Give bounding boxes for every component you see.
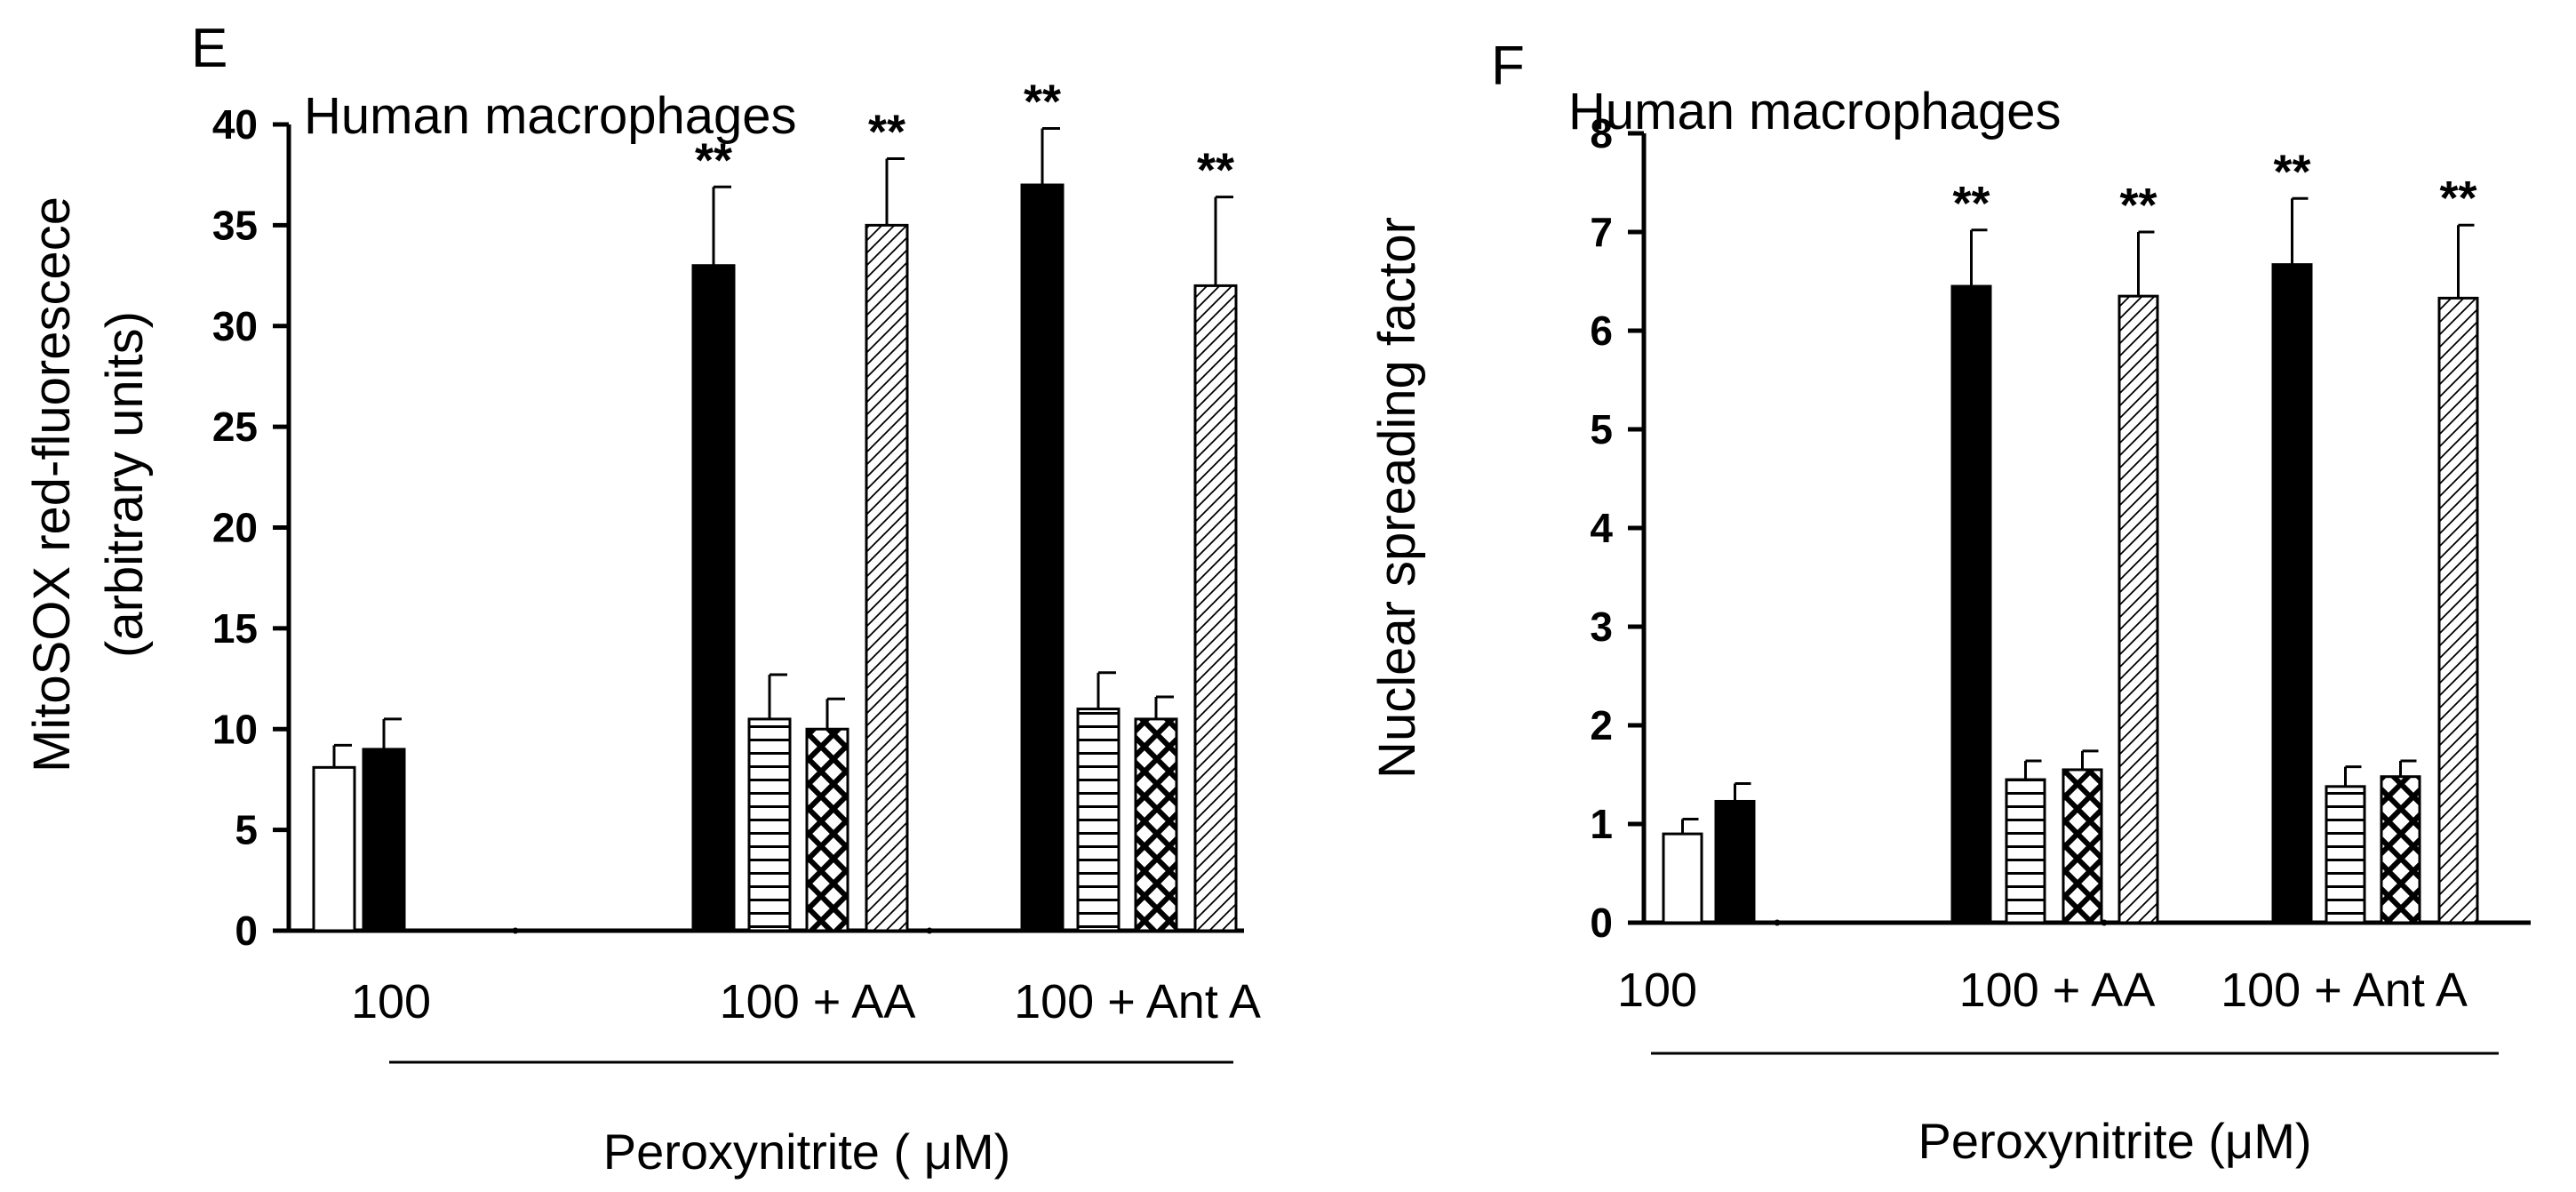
bar-group: ** [2117, 179, 2159, 924]
y-tick-label: 0 [1590, 900, 1613, 946]
chart-title: Human macrophages [304, 87, 797, 145]
x-axis-label: Peroxynitrite ( μM) [603, 1124, 1011, 1180]
significance-label: ** [1952, 177, 1990, 230]
y-tick-label: 10 [212, 706, 258, 752]
y-tick-label: 20 [212, 505, 258, 551]
plot-area: 0 1 2 3 4 5 6 7 8 ** ** ** ** 100 100 + AA 100 + Ant A [1590, 110, 2531, 1055]
y-tick-label: 0 [235, 908, 258, 954]
y-tick-label: 7 [1590, 209, 1613, 255]
bar-group: ** [2437, 172, 2479, 924]
bar-group: ** [1950, 177, 1992, 924]
bar-crosshatch [2062, 768, 2103, 924]
chart-title: Human macrophages [1568, 83, 2062, 140]
panel-letter: E [191, 18, 227, 79]
bar-crosshatch [2380, 775, 2421, 924]
x-category-label: 100 + AA [720, 975, 916, 1028]
bar-group [747, 673, 792, 932]
y-axis-label-line2: (arbitrary units) [96, 311, 154, 658]
y-axis-label-line1: MitoSOX red-fluorescece [23, 196, 81, 772]
bar-group [362, 717, 406, 932]
bar-diagonal [865, 223, 909, 932]
y-tick-label: 3 [1590, 604, 1613, 650]
x-axis-marker [512, 927, 519, 934]
bar-diagonal [2437, 296, 2479, 924]
bar-black [2271, 263, 2313, 924]
y-tick-label: 5 [235, 807, 258, 853]
bar-diagonal [2117, 294, 2159, 924]
bar-crosshatch [1134, 717, 1178, 932]
x-category-label: 100 + Ant A [2221, 964, 2468, 1017]
bar-hlines [2005, 778, 2046, 924]
bar-black [1020, 183, 1065, 932]
x-axis-label: Peroxynitrite (μM) [1918, 1113, 2312, 1169]
bar-black [1950, 284, 1992, 924]
x-category-label: 100 [351, 975, 431, 1028]
significance-label: ** [1197, 144, 1234, 197]
bar-black [1714, 799, 1756, 924]
y-tick-label: 1 [1590, 801, 1613, 847]
bar-diagonal [1193, 284, 1238, 932]
y-tick-label: 8 [1590, 110, 1613, 156]
bar-group: ** [865, 106, 909, 932]
bar-hlines [2325, 785, 2366, 924]
y-tick-label: 15 [212, 605, 258, 652]
bar-group [2325, 765, 2366, 924]
y-tick-label: 6 [1590, 308, 1613, 354]
bar-black [691, 264, 736, 932]
bar-group: ** [1193, 144, 1238, 932]
bar-white [312, 765, 356, 932]
bar-group [2062, 749, 2103, 924]
bar-hlines [1076, 708, 1121, 932]
bar-black [362, 748, 406, 932]
y-axis-label: Nuclear spreading factor [1368, 217, 1426, 779]
y-tick-label: 5 [1590, 406, 1613, 452]
significance-label: ** [2273, 145, 2310, 198]
bar-crosshatch [805, 727, 849, 932]
bar-group: ** [2271, 145, 2313, 924]
x-axis-marker [926, 927, 933, 934]
y-tick-label: 40 [212, 101, 258, 148]
bar-group [1076, 671, 1121, 932]
y-tick-label: 2 [1590, 702, 1613, 748]
bar-group [805, 697, 849, 932]
plot-area: 0 5 10 15 20 25 30 35 40 ** ** ** ** 100 100 + AA 100 +… [212, 76, 1261, 1064]
bar-group: ** [691, 133, 736, 932]
x-category-label: 100 + Ant A [1014, 975, 1261, 1028]
bar-group [2005, 759, 2046, 924]
significance-label: ** [868, 106, 905, 159]
bar-group [1134, 695, 1178, 932]
panel-e: E Human macrophages MitoSOX red-fluoresc… [23, 18, 1261, 1180]
bar-group [312, 743, 356, 932]
panel-f: F Human macrophages Nuclear spreading fa… [1368, 36, 2531, 1169]
significance-label: ** [2439, 172, 2476, 225]
x-category-label: 100 [1617, 964, 1697, 1017]
bar-group [1662, 817, 1703, 924]
y-tick-label: 30 [212, 303, 258, 349]
significance-label: ** [2119, 179, 2157, 232]
y-tick-label: 35 [212, 202, 258, 248]
y-tick-label: 25 [212, 404, 258, 450]
bar-group: ** [1020, 76, 1065, 932]
x-axis-marker [1774, 919, 1781, 926]
bar-group [1714, 781, 1756, 924]
bar-group [2380, 759, 2421, 924]
significance-label: ** [695, 133, 732, 187]
panel-letter: F [1491, 36, 1525, 97]
y-tick-label: 4 [1590, 505, 1613, 551]
significance-label: ** [1024, 76, 1061, 129]
bar-hlines [747, 717, 792, 932]
x-category-label: 100 + AA [1959, 964, 2156, 1017]
bar-white [1662, 832, 1703, 924]
